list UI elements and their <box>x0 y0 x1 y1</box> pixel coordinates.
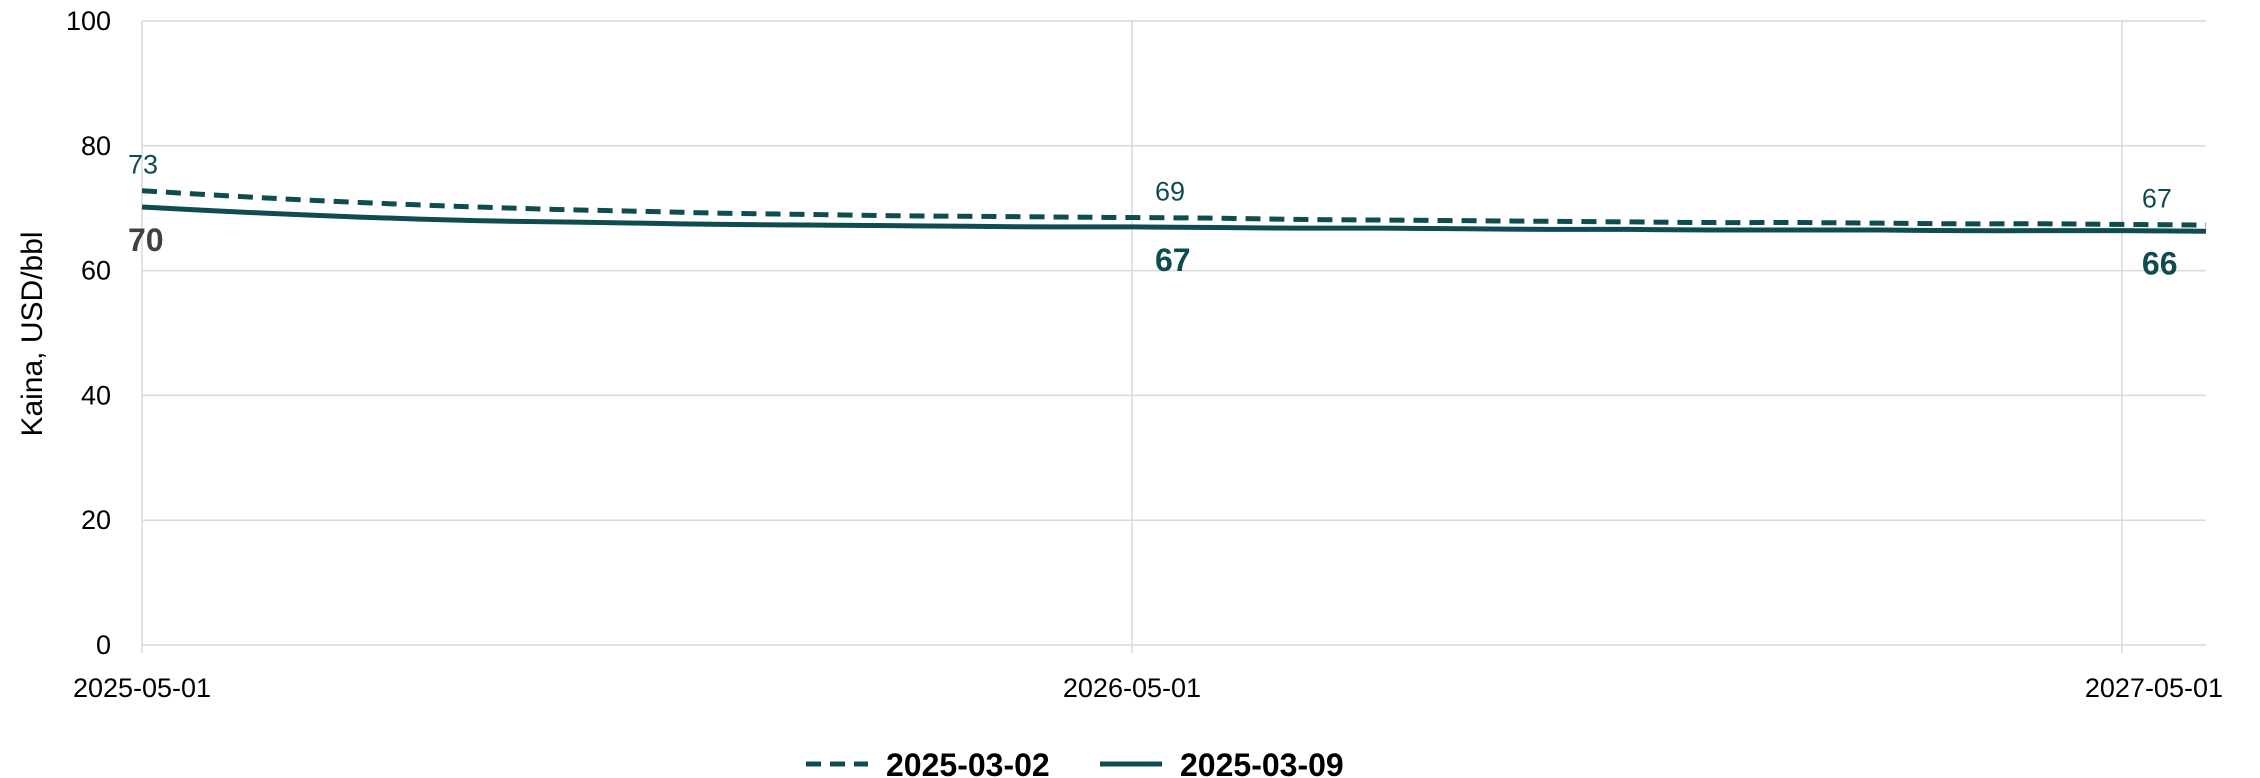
data-labels: 73 69 67 70 67 66 <box>128 150 2178 282</box>
data-label: 69 <box>1155 177 1185 207</box>
y-tick-label: 80 <box>81 131 111 161</box>
series-layer <box>141 188 2207 234</box>
x-axis-ticks: 2025-05-01 2026-05-01 2027-05-01 <box>73 673 2223 703</box>
y-axis-title: Kaina, USD/bbl <box>16 231 49 436</box>
series-line-2025-03-02 <box>141 188 2207 228</box>
data-label: 73 <box>128 150 158 180</box>
legend: 2025-03-02 2025-03-09 <box>806 747 1344 778</box>
data-label: 67 <box>1155 242 1191 278</box>
y-tick-label: 100 <box>66 6 111 36</box>
data-label: 67 <box>2142 183 2172 213</box>
x-tick-label: 2027-05-01 <box>2085 673 2223 703</box>
y-tick-label: 60 <box>81 256 111 286</box>
x-tick-label: 2026-05-01 <box>1063 673 1201 703</box>
data-label: 70 <box>128 222 164 258</box>
y-axis-ticks: 0 20 40 60 80 100 <box>66 6 111 660</box>
y-tick-label: 20 <box>81 505 111 535</box>
legend-label: 2025-03-09 <box>1180 747 1344 778</box>
legend-label: 2025-03-02 <box>886 747 1050 778</box>
data-label: 66 <box>2142 246 2178 282</box>
grid-lines <box>141 20 2206 653</box>
series-line-2025-03-09 <box>141 204 2207 234</box>
y-tick-label: 40 <box>81 380 111 410</box>
y-tick-label: 0 <box>96 630 111 660</box>
x-tick-label: 2025-05-01 <box>73 673 211 703</box>
